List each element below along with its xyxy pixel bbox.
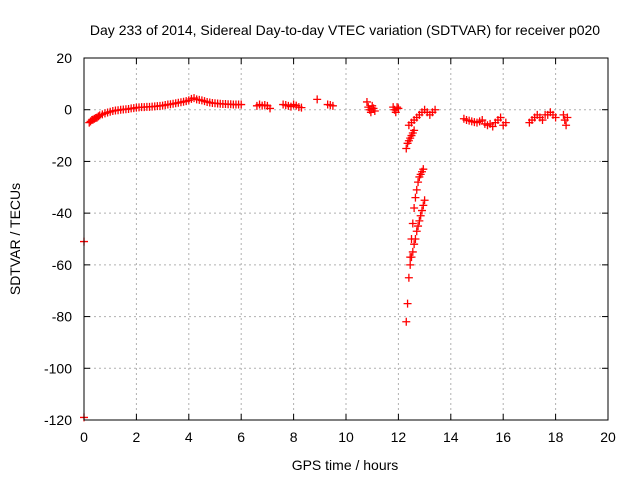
x-tick-label: 2 xyxy=(133,429,141,445)
data-point-late-segments xyxy=(562,121,571,130)
data-point-mid-segments xyxy=(266,104,275,113)
data-point-dip-arc-2 xyxy=(407,253,416,262)
data-point-late-segments xyxy=(538,116,547,125)
x-tick-label: 14 xyxy=(443,429,459,445)
data-point-mid-segments xyxy=(362,97,371,106)
data-point-dip-arc-2 xyxy=(412,227,421,236)
data-point-dip-arc-1 xyxy=(408,219,417,228)
y-tick-label: 20 xyxy=(56,50,72,66)
x-tick-label: 12 xyxy=(391,429,407,445)
data-point-dip-arc-3 xyxy=(410,126,419,135)
y-axis-label: SDTVAR / TECUs xyxy=(7,183,23,295)
chart-title: Day 233 of 2014, Sidereal Day-to-day VTE… xyxy=(90,22,600,38)
data-points xyxy=(80,94,572,422)
data-point-main-trend xyxy=(237,100,246,109)
grid-lines xyxy=(84,58,608,420)
data-point-dip-arc-3 xyxy=(402,144,411,153)
data-point-mid-segments xyxy=(370,107,379,116)
y-tick-label: -40 xyxy=(52,205,72,221)
y-tick-label: -60 xyxy=(52,257,72,273)
y-tick-label: -20 xyxy=(52,153,72,169)
data-point-dip-arc-2 xyxy=(416,211,425,220)
data-point-dip-arc-1 xyxy=(414,178,423,187)
x-axis-ticks: 0 2 4 6 8 10 12 14 16 18 20 xyxy=(80,58,616,445)
y-tick-label: 0 xyxy=(64,102,72,118)
data-point-mid-segments xyxy=(313,95,322,104)
data-point-dip-arc-2 xyxy=(415,216,424,225)
x-axis-label: GPS time / hours xyxy=(292,457,399,473)
y-tick-label: -120 xyxy=(44,412,72,428)
data-point-late-segments xyxy=(551,113,560,122)
data-point-dip-arc-2 xyxy=(410,240,419,249)
data-point-post-dip xyxy=(431,105,440,114)
data-point-dip-arc-1 xyxy=(412,185,421,194)
data-point-dip-arc-2 xyxy=(408,247,417,256)
data-point-mid-segments xyxy=(328,101,337,110)
x-tick-label: 6 xyxy=(237,429,245,445)
data-point-dip-arc-1 xyxy=(419,165,428,174)
x-tick-label: 18 xyxy=(548,429,564,445)
y-axis-ticks: 20 0 -20 -40 -60 -80 -100 -120 xyxy=(44,50,608,428)
data-point-dip-arc-1 xyxy=(411,193,420,202)
data-point-dip-arc-2 xyxy=(417,206,426,215)
data-point-dip-arc-2 xyxy=(406,260,415,269)
data-point-dip-arc-1 xyxy=(404,273,413,282)
data-point-late-segments xyxy=(496,113,505,122)
data-point-dip-arc-2 xyxy=(419,201,428,210)
data-point-dip-arc-1 xyxy=(410,203,419,212)
data-point-dip-arc-2 xyxy=(414,222,423,231)
data-point-late-segments xyxy=(563,113,572,122)
x-tick-label: 10 xyxy=(338,429,354,445)
data-point-mid-segments xyxy=(394,104,403,113)
data-point-dip-arc-2 xyxy=(420,196,429,205)
y-tick-label: -80 xyxy=(52,309,72,325)
data-point-mid-segments xyxy=(297,103,306,112)
y-tick-label: -100 xyxy=(44,360,72,376)
data-point-late-segments xyxy=(501,118,510,127)
data-point-dip-arc-1 xyxy=(402,317,411,326)
data-point-mid-segments xyxy=(393,103,402,112)
x-tick-label: 16 xyxy=(495,429,511,445)
x-tick-label: 20 xyxy=(600,429,616,445)
x-tick-label: 8 xyxy=(290,429,298,445)
data-point-dip-arc-1 xyxy=(403,299,412,308)
x-tick-label: 0 xyxy=(80,429,88,445)
data-point-dip-arc-2 xyxy=(411,235,420,243)
x-tick-label: 4 xyxy=(185,429,193,445)
